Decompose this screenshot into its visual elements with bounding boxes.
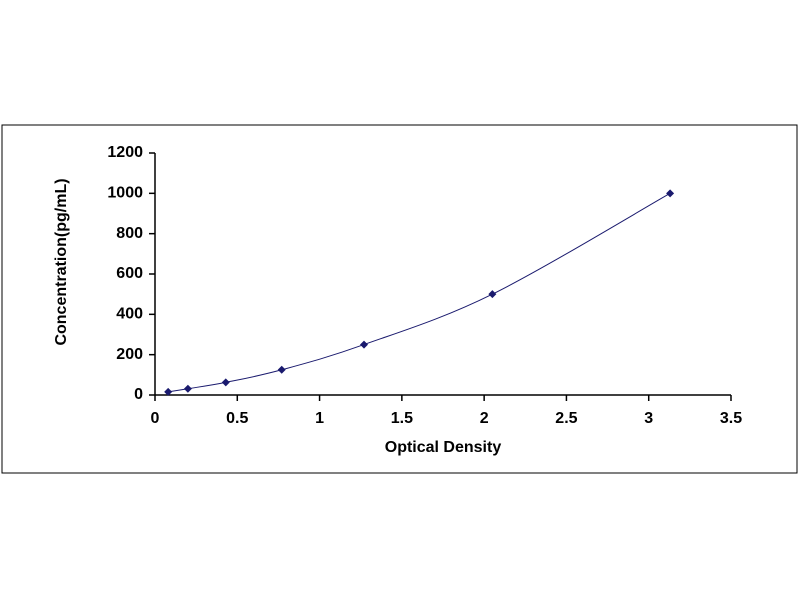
data-point — [277, 365, 286, 374]
x-tick-label: 3 — [644, 410, 653, 427]
data-point — [360, 340, 369, 349]
y-tick-label: 1000 — [107, 185, 143, 202]
x-tick-label: 2.5 — [555, 410, 577, 427]
data-point — [488, 290, 497, 299]
y-tick-label: 0 — [134, 386, 143, 403]
x-tick-label: 2 — [480, 410, 489, 427]
x-tick-label: 1.5 — [391, 410, 413, 427]
y-tick-label: 200 — [116, 346, 143, 363]
x-tick-label: 3.5 — [720, 410, 742, 427]
y-axis-label: Concentration(pg/mL) — [53, 178, 70, 345]
x-axis-label: Optical Density — [385, 439, 502, 456]
data-point — [666, 189, 675, 198]
y-tick-label: 800 — [116, 225, 143, 242]
chart-frame — [1, 124, 798, 474]
x-tick-label: 0 — [151, 410, 160, 427]
x-tick-label: 0.5 — [226, 410, 248, 427]
y-tick-label: 600 — [116, 265, 143, 282]
data-point — [183, 384, 192, 393]
y-tick-label: 400 — [116, 306, 143, 323]
data-point — [221, 378, 230, 387]
trend-line — [168, 192, 671, 393]
y-tick-label: 1200 — [107, 144, 143, 161]
data-point — [164, 387, 173, 396]
x-tick-label: 1 — [315, 410, 324, 427]
